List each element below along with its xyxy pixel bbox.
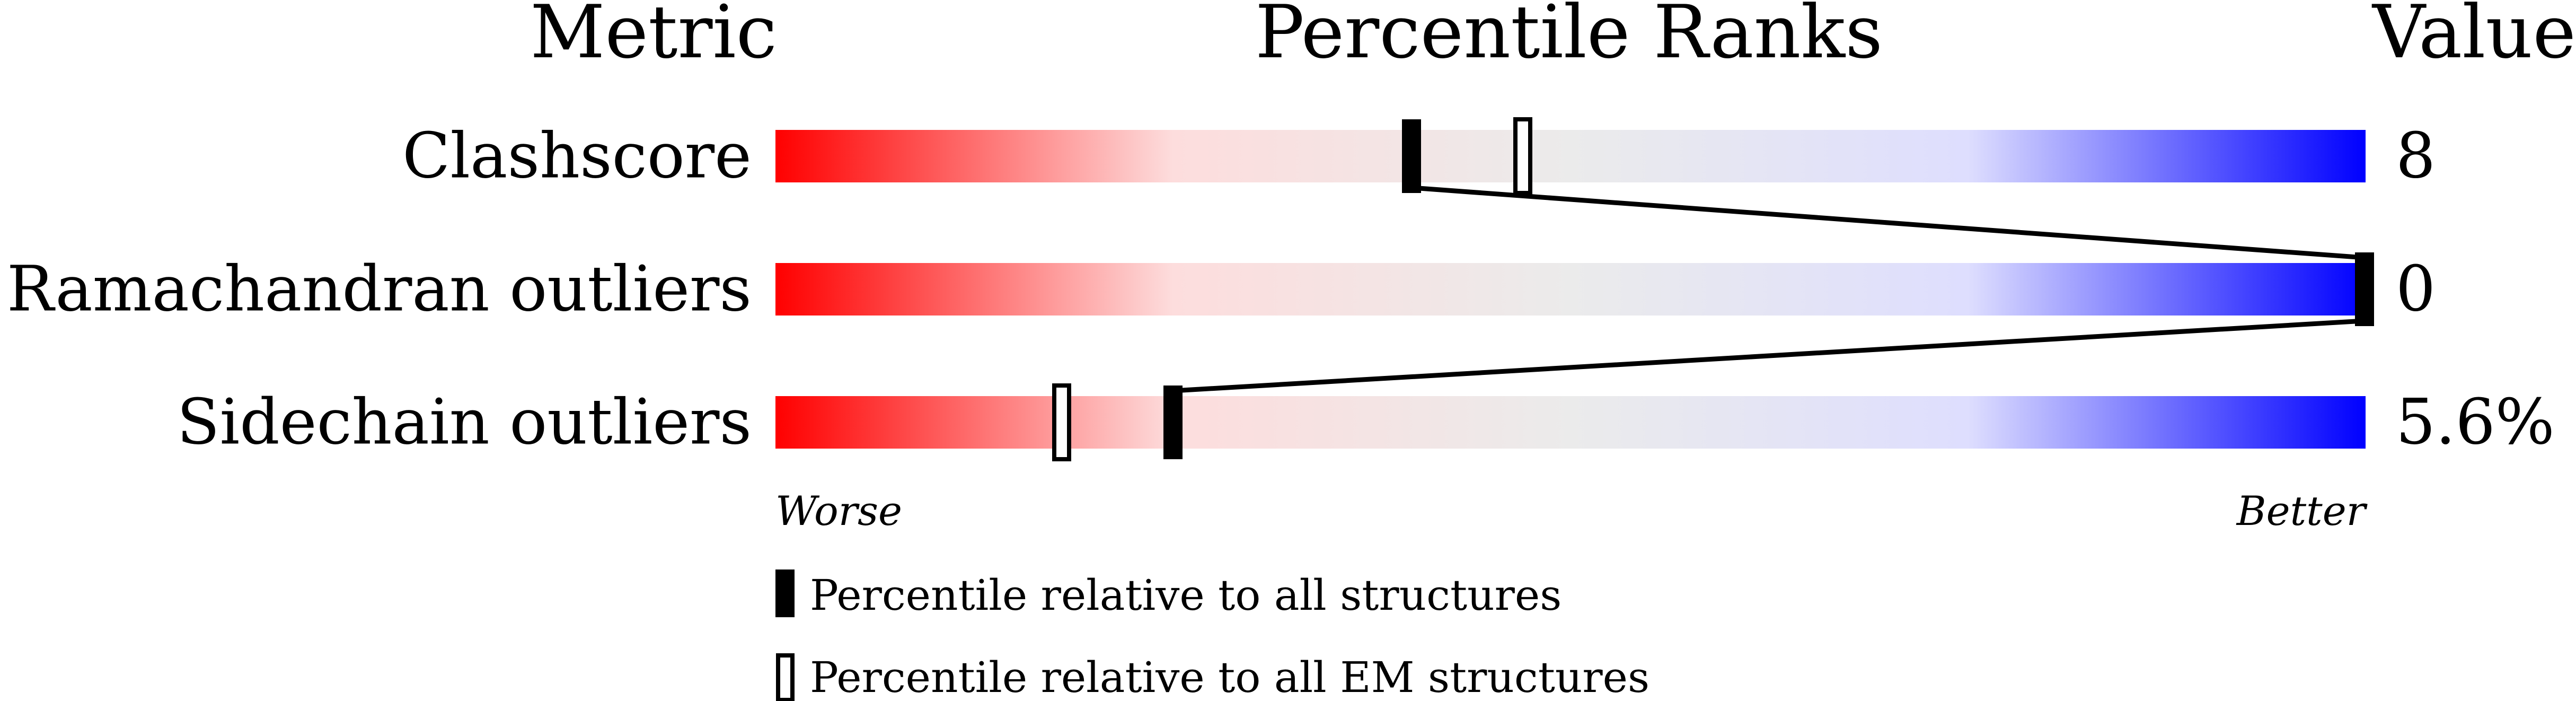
legend-filled-marker bbox=[775, 569, 795, 617]
header-value: Value bbox=[2371, 0, 2576, 75]
header-percentile-ranks: Percentile Ranks bbox=[1255, 0, 1883, 75]
all-percentile-marker bbox=[1163, 385, 1183, 459]
metric-label: Clashscore bbox=[402, 119, 752, 192]
all-percentile-marker bbox=[1402, 119, 1421, 193]
percentile-bar bbox=[775, 130, 2366, 182]
metric-value: 5.6% bbox=[2396, 385, 2555, 459]
legend-open-marker bbox=[776, 653, 795, 701]
em-percentile-marker bbox=[1513, 117, 1532, 195]
all-percentile-marker bbox=[2355, 252, 2374, 326]
header-metric: Metric bbox=[530, 0, 777, 75]
axis-label-worse: Worse bbox=[775, 487, 902, 534]
em-percentile-marker bbox=[1052, 383, 1071, 461]
legend-label-all: Percentile relative to all structures bbox=[810, 571, 1562, 620]
metric-value: 0 bbox=[2396, 252, 2436, 326]
axis-label-better: Better bbox=[2236, 487, 2368, 534]
metric-label: Ramachandran outliers bbox=[7, 252, 752, 326]
metric-value: 8 bbox=[2396, 119, 2436, 192]
connector-line bbox=[1172, 318, 2365, 393]
metric-label: Sidechain outliers bbox=[177, 385, 752, 459]
percentile-bar bbox=[775, 396, 2366, 449]
percentile-bar bbox=[775, 263, 2366, 316]
legend-label-em: Percentile relative to all EM structures bbox=[810, 653, 1649, 701]
connector-line bbox=[1411, 185, 2365, 260]
